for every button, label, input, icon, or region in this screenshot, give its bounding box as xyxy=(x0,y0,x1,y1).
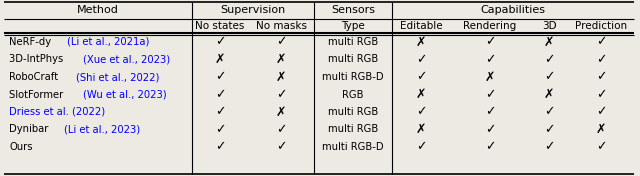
Text: ✗: ✗ xyxy=(215,53,225,66)
Text: ✓: ✓ xyxy=(596,105,606,118)
Text: Sensors: Sensors xyxy=(331,5,375,15)
Text: ✓: ✓ xyxy=(276,36,286,49)
Text: multi RGB: multi RGB xyxy=(328,124,378,134)
Text: ✓: ✓ xyxy=(484,53,495,66)
Text: Dynibar: Dynibar xyxy=(9,124,51,134)
Text: (Wu et al., 2023): (Wu et al., 2023) xyxy=(83,90,166,99)
Text: ✓: ✓ xyxy=(276,140,286,153)
Text: (Li et al., 2021a): (Li et al., 2021a) xyxy=(67,37,150,47)
Text: ✓: ✓ xyxy=(544,140,554,153)
Text: ✗: ✗ xyxy=(416,88,426,101)
Text: ✓: ✓ xyxy=(596,71,606,83)
Text: Method: Method xyxy=(77,5,119,15)
Text: ✓: ✓ xyxy=(544,71,554,83)
Text: ✗: ✗ xyxy=(416,36,426,49)
Text: No states: No states xyxy=(195,21,244,31)
Text: ✓: ✓ xyxy=(544,123,554,136)
Text: ✓: ✓ xyxy=(416,105,426,118)
Text: ✓: ✓ xyxy=(596,140,606,153)
Text: RGB: RGB xyxy=(342,90,364,99)
Text: ✓: ✓ xyxy=(416,53,426,66)
Text: ✓: ✓ xyxy=(416,71,426,83)
Text: ✓: ✓ xyxy=(484,140,495,153)
Text: ✓: ✓ xyxy=(596,36,606,49)
Text: Capabilities: Capabilities xyxy=(481,5,545,15)
Text: multi RGB: multi RGB xyxy=(328,107,378,117)
Text: No masks: No masks xyxy=(255,21,307,31)
Text: ✗: ✗ xyxy=(276,105,286,118)
Text: ✓: ✓ xyxy=(416,140,426,153)
Text: Editable: Editable xyxy=(400,21,442,31)
Text: Prediction: Prediction xyxy=(575,21,627,31)
Text: ✗: ✗ xyxy=(596,123,606,136)
Text: ✓: ✓ xyxy=(484,123,495,136)
Text: ✓: ✓ xyxy=(596,53,606,66)
Text: ✗: ✗ xyxy=(276,53,286,66)
Text: multi RGB: multi RGB xyxy=(328,37,378,47)
Text: ✓: ✓ xyxy=(215,36,225,49)
Text: ✓: ✓ xyxy=(276,123,286,136)
Text: ✓: ✓ xyxy=(596,88,606,101)
Text: multi RGB: multi RGB xyxy=(328,55,378,64)
Text: (Xue et al., 2023): (Xue et al., 2023) xyxy=(83,55,170,64)
Text: ✓: ✓ xyxy=(276,88,286,101)
Text: Rendering: Rendering xyxy=(463,21,516,31)
Text: Supervision: Supervision xyxy=(220,5,285,15)
Text: 3D: 3D xyxy=(541,21,556,31)
Text: ✗: ✗ xyxy=(416,123,426,136)
Text: ✗: ✗ xyxy=(544,88,554,101)
Text: ✓: ✓ xyxy=(484,105,495,118)
Text: multi RGB-D: multi RGB-D xyxy=(322,72,384,82)
Text: ✓: ✓ xyxy=(215,71,225,83)
Text: ✓: ✓ xyxy=(215,123,225,136)
Text: ✗: ✗ xyxy=(484,71,495,83)
Text: (Li et al., 2023): (Li et al., 2023) xyxy=(64,124,140,134)
Text: ✓: ✓ xyxy=(215,105,225,118)
Text: multi RGB-D: multi RGB-D xyxy=(322,142,384,152)
Text: ✗: ✗ xyxy=(276,71,286,83)
Text: SlotFormer: SlotFormer xyxy=(9,90,67,99)
Text: RoboCraft: RoboCraft xyxy=(9,72,61,82)
Text: ✗: ✗ xyxy=(544,36,554,49)
Text: ✓: ✓ xyxy=(484,88,495,101)
Text: NeRF-dy: NeRF-dy xyxy=(9,37,54,47)
Text: (Shi et al., 2022): (Shi et al., 2022) xyxy=(76,72,160,82)
Text: ✓: ✓ xyxy=(215,88,225,101)
Text: ✓: ✓ xyxy=(544,105,554,118)
Text: Type: Type xyxy=(341,21,365,31)
Text: ✓: ✓ xyxy=(215,140,225,153)
Text: ✓: ✓ xyxy=(544,53,554,66)
Text: Ours: Ours xyxy=(9,142,33,152)
Text: 3D-IntPhys: 3D-IntPhys xyxy=(9,55,67,64)
Text: ✓: ✓ xyxy=(484,36,495,49)
Text: Driess et al. (2022): Driess et al. (2022) xyxy=(9,107,105,117)
